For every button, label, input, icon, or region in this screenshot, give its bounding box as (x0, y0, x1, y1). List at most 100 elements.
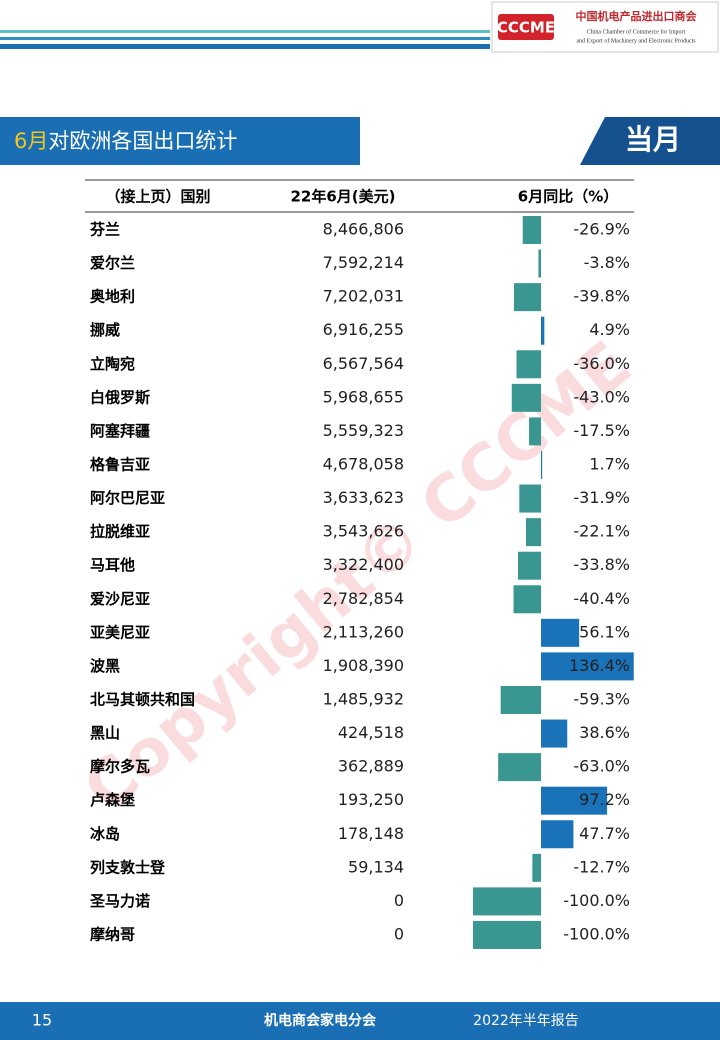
country: 亚美尼亚 (90, 623, 150, 641)
exports: 59,134 (348, 857, 404, 876)
country: 圣马力诺 (89, 892, 150, 910)
exports: 0 (394, 891, 404, 910)
logo: CCCME (497, 19, 555, 37)
yoy-label: -40.4% (573, 589, 630, 608)
country: 阿尔巴尼亚 (90, 489, 165, 507)
yoy-bar (500, 685, 541, 714)
country: 拉脱维亚 (90, 523, 150, 541)
country: 摩尔多瓦 (90, 758, 150, 776)
badge-text: 当月 (625, 123, 681, 156)
country: 波黑 (90, 657, 120, 675)
country: 北马其顿共和国 (90, 690, 195, 708)
yoy-label: -39.8% (573, 287, 630, 306)
yoy-label: -100.0% (563, 891, 630, 910)
yoy-bar (529, 417, 541, 446)
country: 列支敦士登 (90, 858, 166, 876)
yoy-label: -59.3% (573, 689, 630, 708)
yoy-label: 47.7% (579, 824, 630, 843)
yoy-bar (541, 786, 608, 815)
yoy-label: -36.0% (573, 354, 630, 373)
yoy-bar (541, 450, 543, 479)
yoy-label: -3.8% (584, 253, 630, 272)
exports: 4,678,058 (323, 454, 404, 473)
exports: 193,250 (338, 790, 404, 809)
country: 奥地利 (90, 288, 135, 306)
country: 阿塞拜疆 (90, 422, 150, 440)
yoy-bar (473, 920, 541, 949)
page-number: 15 (32, 1011, 52, 1030)
exports: 3,322,400 (323, 555, 404, 574)
footer-report: 2022年半年报告 (473, 1013, 579, 1029)
yoy-bar (516, 350, 541, 379)
country: 冰岛 (90, 825, 120, 843)
yoy-label: 56.1% (579, 622, 630, 641)
title-bar (0, 117, 360, 165)
header-cell: （接上页）国别 (105, 188, 210, 206)
yoy-label: 97.2% (579, 790, 630, 809)
header-cell: 22年6月(美元) (290, 188, 395, 206)
yoy-label: -12.7% (573, 857, 630, 876)
exports: 424,518 (338, 723, 404, 742)
exports: 8,466,806 (323, 220, 404, 239)
country: 卢森堡 (90, 791, 135, 809)
org-cn: 中国机电产品进出口商会 (576, 9, 698, 23)
country: 爱尔兰 (90, 254, 135, 272)
yoy-label: 136.4% (569, 656, 630, 675)
yoy-bar (541, 652, 634, 681)
exports: 0 (394, 924, 404, 943)
exports: 178,148 (338, 824, 404, 843)
stripe (0, 44, 490, 49)
yoy-label: 38.6% (579, 723, 630, 742)
exports: 7,202,031 (323, 287, 404, 306)
yoy-label: -17.5% (573, 421, 630, 440)
yoy-label: -22.1% (573, 522, 630, 541)
yoy-bar (513, 585, 541, 614)
header-cell: 6月同比（%） (518, 188, 618, 206)
yoy-label: -100.0% (563, 924, 630, 943)
yoy-bar (532, 853, 541, 882)
yoy-label: -31.9% (573, 488, 630, 507)
yoy-bar (525, 518, 541, 547)
yoy-label: -43.0% (573, 387, 630, 406)
org-en: China Chamber of Commerce for Import (587, 28, 686, 35)
country: 立陶宛 (90, 355, 135, 373)
yoy-bar (518, 551, 541, 580)
yoy-label: -33.8% (573, 555, 630, 574)
yoy-label: -63.0% (573, 757, 630, 776)
exports: 7,592,214 (323, 253, 404, 272)
exports: 5,968,655 (323, 387, 404, 406)
org-en: and Export of Machinery and Electronic P… (576, 37, 696, 44)
yoy-bar (541, 316, 545, 345)
country: 爱沙尼亚 (90, 590, 150, 608)
country: 摩纳哥 (90, 925, 135, 943)
stripe (0, 30, 490, 33)
country: 芬兰 (90, 221, 120, 239)
footer-org: 机电商会家电分会 (264, 1012, 377, 1029)
yoy-bar (541, 820, 574, 849)
exports: 2,113,260 (323, 622, 404, 641)
logo-mark (498, 14, 554, 40)
country: 黑山 (90, 724, 120, 742)
yoy-label: 4.9% (589, 320, 630, 339)
footer-bar (0, 1002, 720, 1040)
stripe (0, 37, 490, 40)
yoy-bar (519, 484, 541, 513)
yoy-bar (538, 249, 541, 278)
yoy-bar (513, 283, 541, 312)
badge (580, 117, 720, 165)
exports: 2,782,854 (323, 589, 404, 608)
exports: 3,543,626 (323, 522, 404, 541)
yoy-bar (498, 753, 541, 782)
section-title: 6月对欧洲各国出口统计 (14, 129, 237, 153)
yoy-bar (473, 887, 541, 916)
exports: 1,485,932 (323, 689, 404, 708)
exports: 362,889 (338, 757, 404, 776)
yoy-label: -26.9% (573, 220, 630, 239)
country: 白俄罗斯 (90, 388, 150, 406)
yoy-bar (541, 618, 580, 647)
country: 挪威 (90, 321, 120, 339)
exports: 5,559,323 (323, 421, 404, 440)
exports: 6,567,564 (323, 354, 404, 373)
yoy-bar (522, 216, 541, 244)
